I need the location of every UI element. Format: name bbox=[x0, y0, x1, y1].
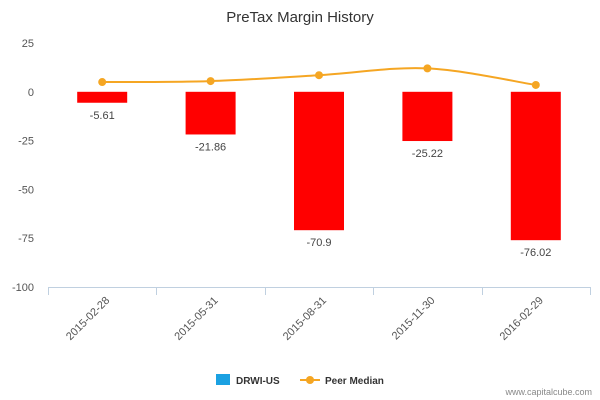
x-tick-label: 2015-02-28 bbox=[64, 295, 112, 343]
bar-data-label: -21.86 bbox=[195, 141, 226, 153]
bar-data-label: -76.02 bbox=[520, 247, 551, 259]
peer-median-point-2015-11-30[interactable] bbox=[423, 64, 432, 73]
bar-series-drwi-us bbox=[77, 91, 561, 241]
x-tick-label: 2015-05-31 bbox=[172, 295, 220, 343]
bar-2015-05-31[interactable] bbox=[185, 91, 236, 135]
y-tick-label: -100 bbox=[12, 282, 34, 294]
x-tick-label: 2016-02-29 bbox=[498, 295, 546, 343]
bar-2015-11-30[interactable] bbox=[402, 91, 453, 142]
bar-2015-08-31[interactable] bbox=[294, 91, 344, 231]
legend: DRWI-US Peer Median bbox=[216, 374, 384, 387]
chart-title: PreTax Margin History bbox=[226, 9, 374, 26]
peer-median-point-2015-05-31[interactable] bbox=[206, 77, 215, 86]
line-series-peer-median bbox=[98, 64, 540, 89]
y-tick-label: 0 bbox=[28, 87, 34, 99]
credit-text: www.capitalcube.com bbox=[504, 387, 592, 397]
chart-axes bbox=[48, 287, 591, 295]
legend-swatch-drwi-us bbox=[216, 374, 230, 385]
bar-data-labels: -5.61 -21.86 -70.9 -25.22 -76.02 bbox=[90, 110, 552, 259]
bar-2016-02-29[interactable] bbox=[510, 91, 561, 241]
x-tick-label: 2015-11-30 bbox=[390, 295, 438, 343]
y-tick-label: -50 bbox=[18, 184, 34, 196]
x-tick-labels: 2015-02-28 2015-05-31 2015-08-31 2015-11-30… bbox=[64, 295, 546, 343]
x-tick-label: 2015-08-31 bbox=[281, 295, 329, 343]
bar-data-label: -70.9 bbox=[306, 237, 331, 249]
peer-median-point-2016-02-29[interactable] bbox=[531, 80, 540, 89]
bar-2015-02-28[interactable] bbox=[77, 91, 128, 103]
peer-median-point-2015-08-31[interactable] bbox=[315, 71, 323, 80]
y-tick-label: -25 bbox=[18, 136, 34, 148]
bar-data-label: -25.22 bbox=[412, 148, 443, 160]
peer-median-point-2015-02-28[interactable] bbox=[98, 78, 107, 87]
bar-data-label: -5.61 bbox=[90, 110, 115, 122]
legend-label-peer-median[interactable]: Peer Median bbox=[325, 376, 384, 387]
y-tick-label: -75 bbox=[18, 233, 34, 245]
legend-marker-peer-median bbox=[306, 376, 314, 384]
y-tick-labels: 25 0 -25 -50 -75 -100 bbox=[12, 38, 34, 294]
legend-label-drwi-us[interactable]: DRWI-US bbox=[236, 376, 280, 387]
y-tick-label: 25 bbox=[22, 38, 34, 50]
